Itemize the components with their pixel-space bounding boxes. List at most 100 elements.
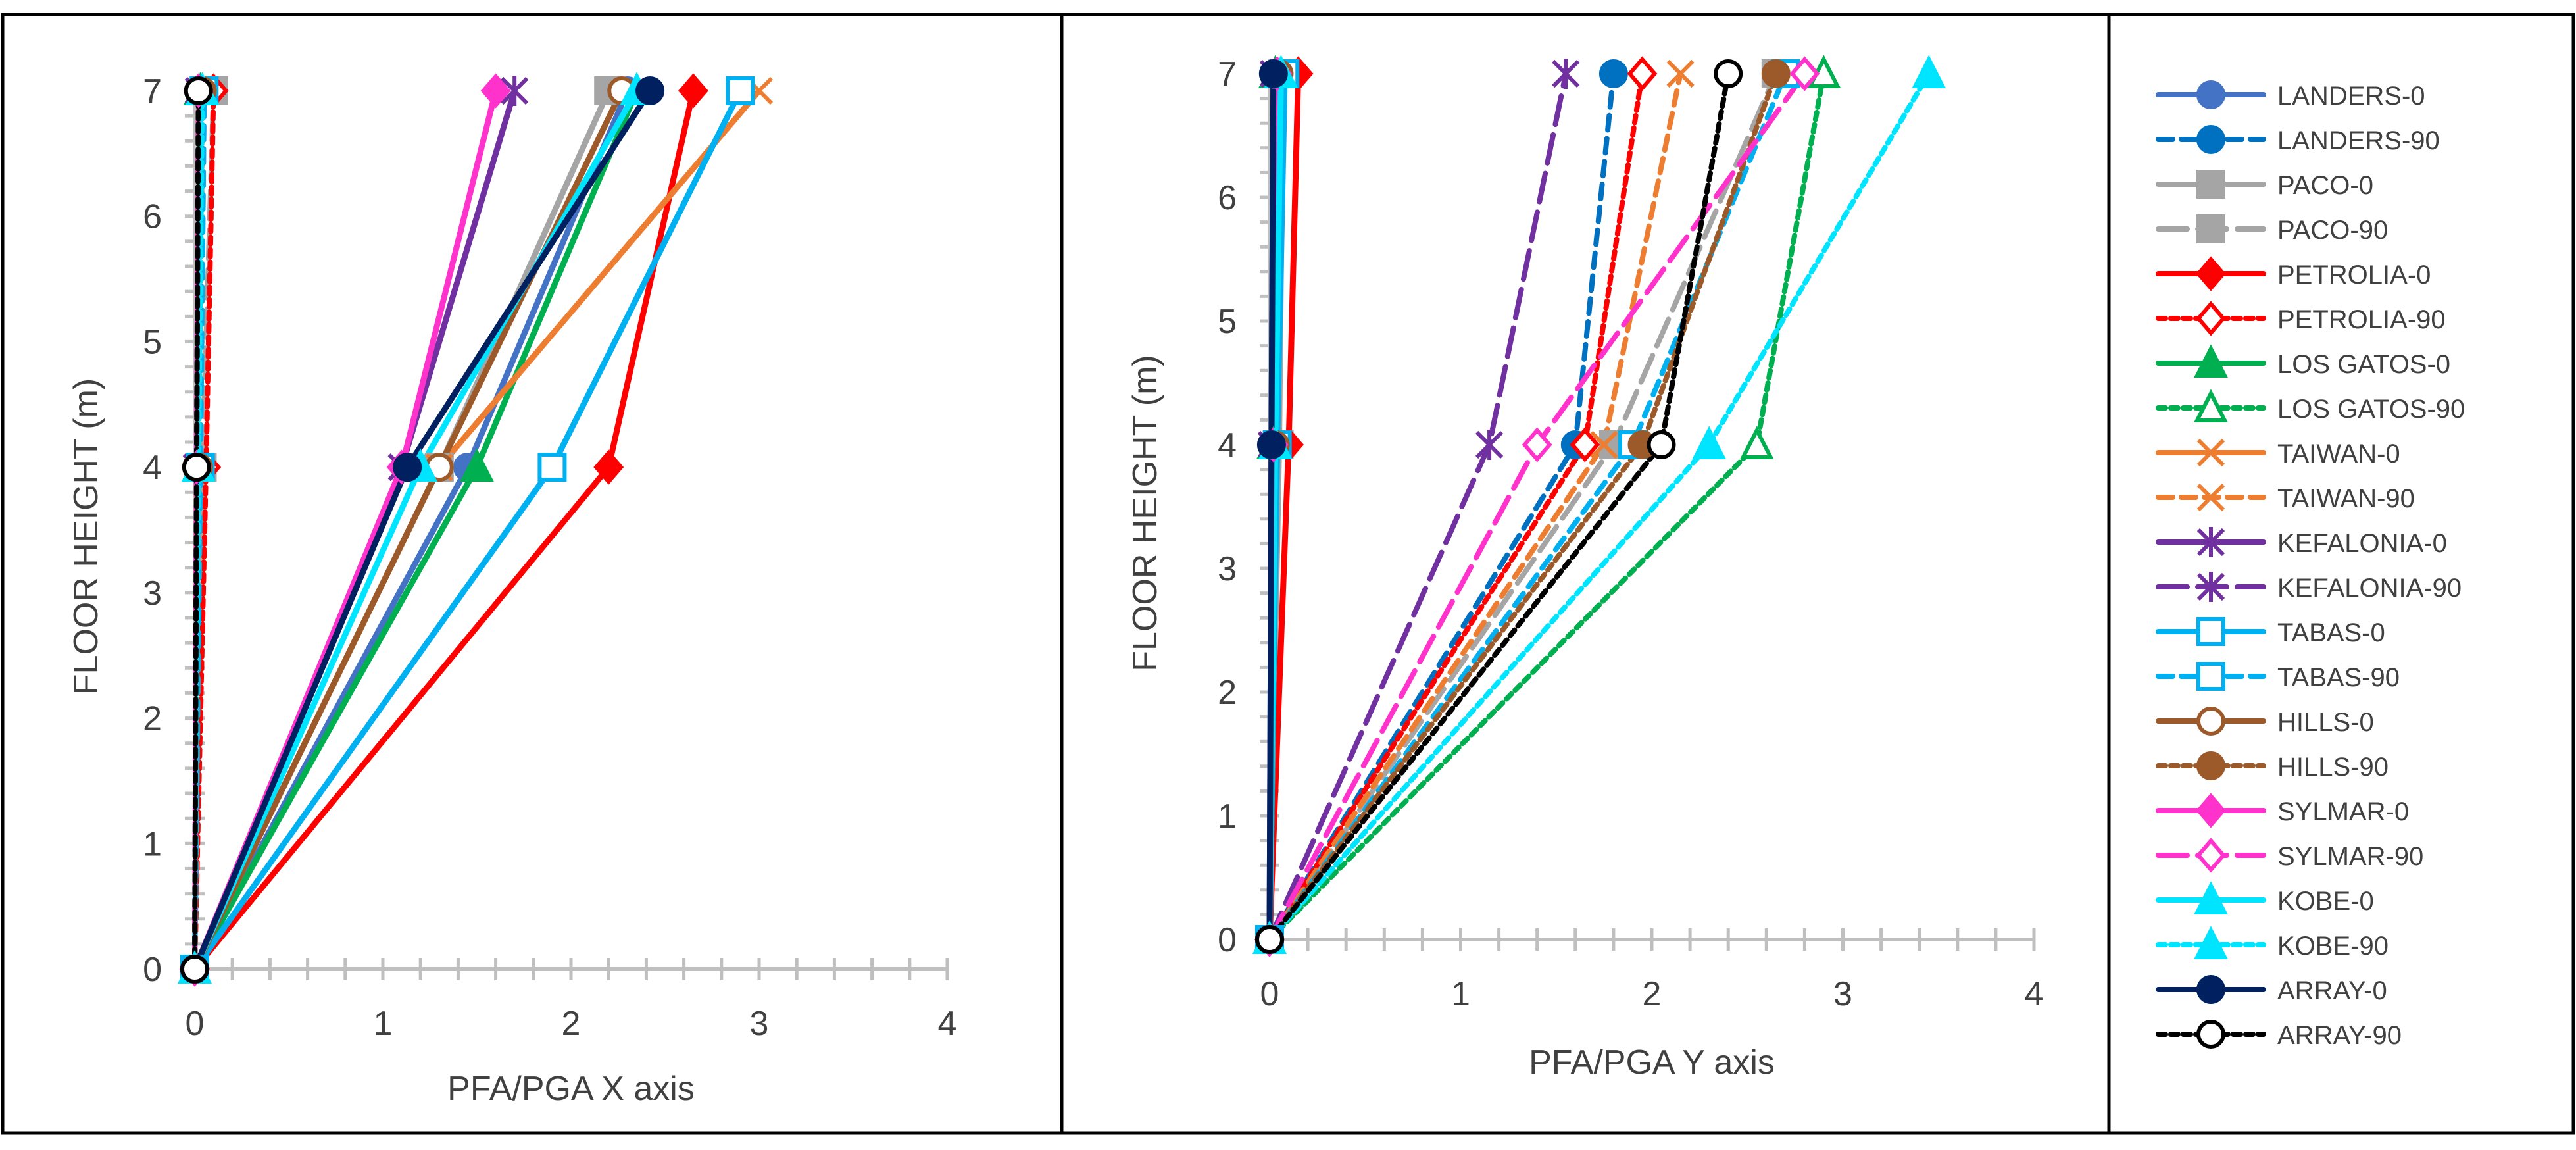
data-point-kobe-90 <box>1692 426 1727 459</box>
data-point-array-90 <box>1647 430 1676 459</box>
chart-y-axis: 0 1 2 3 4 0 1 2 3 4 5 6 7 PFA/PGA Y axis FLOOR HEIGHT … <box>1126 55 2043 1082</box>
y-tick-label: 3 <box>1218 550 1237 588</box>
legend: LANDERS-0 LANDERS-90 PACO-0 PACO-90 PETROLIA… <box>2156 80 2465 1050</box>
legend-marker-los-gatos-0 <box>2194 344 2228 378</box>
data-point-tabas-0 <box>537 453 567 482</box>
data-point-sylmar-0 <box>480 73 511 109</box>
legend-marker-kefalonia-0 <box>2196 527 2225 557</box>
y-tick-label: 1 <box>143 825 162 863</box>
y-tick-label: 7 <box>143 72 162 111</box>
x-axis-title: PFA/PGA X axis <box>447 1070 695 1108</box>
legend-marker-los-gatos-90 <box>2194 389 2228 422</box>
legend-label-los-gatos-0: LOS GATOS-0 <box>2277 350 2450 379</box>
legend-marker-landers-90 <box>2196 125 2225 154</box>
data-point-array-90 <box>1255 925 1284 954</box>
legend-label-paco-90: PACO-90 <box>2277 216 2388 245</box>
legend-label-landers-0: LANDERS-0 <box>2277 82 2425 111</box>
legend-label-taiwan-0: TAIWAN-0 <box>2277 439 2400 468</box>
legend-label-los-gatos-90: LOS GATOS-90 <box>2277 395 2465 424</box>
legend-marker-array-90 <box>2196 1020 2225 1049</box>
legend-label-kefalonia-0: KEFALONIA-0 <box>2277 529 2447 558</box>
y-tick-label: 2 <box>143 700 162 738</box>
y-tick-label: 4 <box>143 449 162 487</box>
x-tick-label: 3 <box>750 1005 769 1043</box>
legend-label-tabas-0: TABAS-0 <box>2277 618 2385 647</box>
legend-label-hills-0: HILLS-0 <box>2277 708 2374 737</box>
y-tick-label: 7 <box>1218 55 1237 93</box>
x-axis-title: PFA/PGA Y axis <box>1529 1043 1775 1082</box>
legend-marker-sylmar-90 <box>2196 838 2226 873</box>
x-tick-label: 1 <box>374 1005 393 1043</box>
data-point-taiwan-90 <box>1666 59 1695 88</box>
chart-x-axis: 0 1 2 3 4 0 1 2 3 4 5 6 7 PFA/PGA X axis FLOOR HEIGHT … <box>67 72 956 1108</box>
y-tick-label: 5 <box>143 323 162 361</box>
x-tick-label: 1 <box>1451 975 1470 1013</box>
legend-marker-kobe-0 <box>2194 881 2228 914</box>
data-point-tabas-0 <box>726 76 755 105</box>
legend-label-kefalonia-90: KEFALONIA-90 <box>2277 574 2462 603</box>
legend-label-landers-90: LANDERS-90 <box>2277 126 2440 155</box>
legend-label-sylmar-0: SYLMAR-0 <box>2277 797 2409 826</box>
legend-label-sylmar-90: SYLMAR-90 <box>2277 842 2423 871</box>
data-point-sylmar-90 <box>1522 427 1552 463</box>
x-tick-label: 0 <box>1260 975 1279 1013</box>
legend-label-taiwan-90: TAIWAN-90 <box>2277 484 2415 513</box>
data-point-array-90 <box>182 453 211 482</box>
data-point-taiwan-90 <box>1590 430 1618 459</box>
data-point-kefalonia-0 <box>501 76 529 106</box>
x-tick-label: 2 <box>562 1005 581 1043</box>
data-point-array-90 <box>1714 59 1743 88</box>
legend-marker-tabas-90 <box>2196 662 2225 691</box>
legend-marker-hills-0 <box>2196 707 2225 736</box>
legend-marker-array-0 <box>2196 975 2225 1004</box>
y-tick-label: 6 <box>1218 179 1237 217</box>
legend-label-hills-90: HILLS-90 <box>2277 753 2389 782</box>
data-point-array-0 <box>1256 430 1286 459</box>
figure-border <box>1 12 2575 1135</box>
legend-marker-tabas-0 <box>2196 617 2225 646</box>
data-point-petrolia-0 <box>593 449 624 485</box>
legend-marker-kobe-90 <box>2194 926 2228 959</box>
y-tick-label: 3 <box>143 574 162 612</box>
data-point-kefalonia-90 <box>1552 59 1580 89</box>
data-point-kefalonia-90 <box>1475 430 1504 460</box>
legend-marker-petrolia-0 <box>2196 256 2226 291</box>
legend-marker-taiwan-90 <box>2196 483 2225 512</box>
legend-marker-kefalonia-90 <box>2196 572 2225 602</box>
legend-label-array-90: ARRAY-90 <box>2277 1021 2402 1050</box>
series-line-array-0 <box>1266 70 1277 943</box>
y-tick-label: 6 <box>143 198 162 236</box>
x-tick-label: 0 <box>186 1005 205 1043</box>
y-tick-label: 5 <box>1218 303 1237 341</box>
x-tick-label: 4 <box>2025 975 2044 1013</box>
legend-label-kobe-90: KOBE-90 <box>2277 932 2389 961</box>
legend-label-kobe-0: KOBE-0 <box>2277 887 2374 916</box>
legend-marker-paco-0 <box>2196 170 2225 199</box>
y-axis-title: FLOOR HEIGHT (m) <box>1126 355 1164 671</box>
legend-marker-hills-90 <box>2196 751 2225 780</box>
data-point-petrolia-90 <box>1570 427 1600 463</box>
legend-label-petrolia-90: PETROLIA-90 <box>2277 305 2446 334</box>
x-tick-label: 2 <box>1643 975 1662 1013</box>
y-tick-label: 0 <box>143 951 162 989</box>
data-point-array-0 <box>1258 59 1288 88</box>
data-point-sylmar-90 <box>1789 56 1820 91</box>
data-point-array-0 <box>393 453 422 482</box>
data-point-landers-90 <box>1598 59 1628 88</box>
legend-marker-paco-90 <box>2196 214 2225 243</box>
y-tick-label: 0 <box>1218 921 1237 959</box>
legend-marker-landers-0 <box>2196 80 2225 109</box>
y-tick-label: 4 <box>1218 426 1237 464</box>
y-axis-title: FLOOR HEIGHT (m) <box>67 378 105 695</box>
legend-marker-petrolia-90 <box>2196 301 2226 336</box>
data-point-los-gatos-0 <box>460 448 494 482</box>
data-point-hills-90 <box>1761 59 1791 88</box>
legend-label-array-0: ARRAY-0 <box>2277 976 2387 1005</box>
data-point-array-0 <box>635 76 665 105</box>
data-point-petrolia-0 <box>678 73 708 109</box>
legend-label-tabas-90: TABAS-90 <box>2277 663 2400 692</box>
data-point-array-90 <box>184 76 213 105</box>
x-tick-label: 3 <box>1833 975 1852 1013</box>
legend-label-petrolia-0: PETROLIA-0 <box>2277 261 2431 289</box>
data-point-los-gatos-90 <box>1739 426 1774 459</box>
